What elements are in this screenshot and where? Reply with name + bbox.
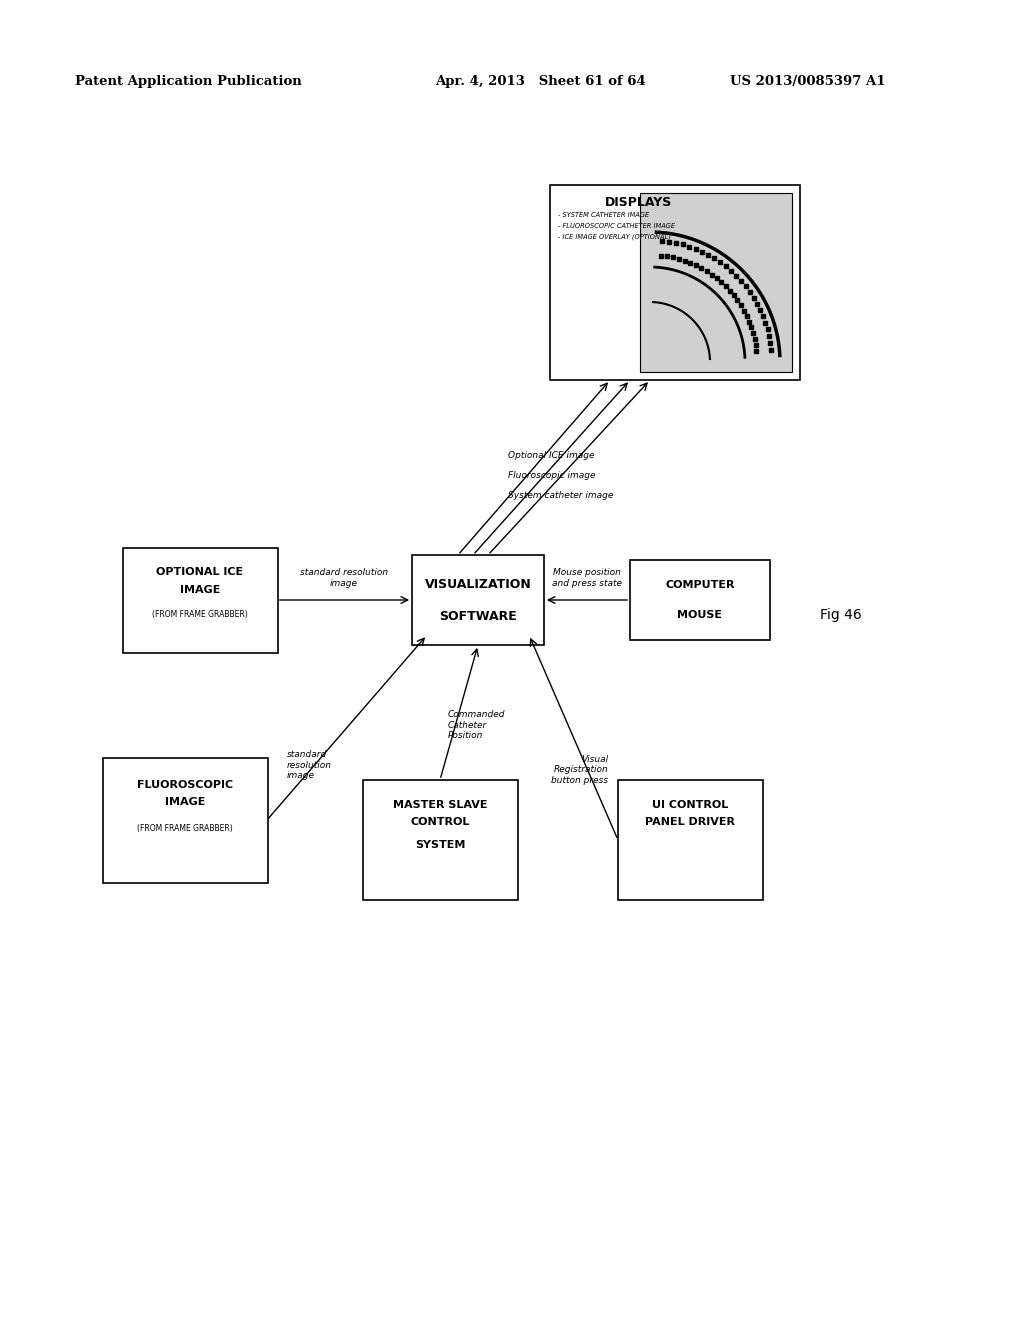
Text: (FROM FRAME GRABBER): (FROM FRAME GRABBER) xyxy=(153,610,248,619)
Text: IMAGE: IMAGE xyxy=(165,797,205,807)
Bar xyxy=(618,780,763,900)
Text: - SYSTEM CATHETER IMAGE: - SYSTEM CATHETER IMAGE xyxy=(558,213,649,218)
Bar xyxy=(123,548,278,653)
Text: Commanded
Catheter
Position: Commanded Catheter Position xyxy=(449,710,506,741)
Text: Fluoroscopic image: Fluoroscopic image xyxy=(508,470,596,479)
Text: System catheter image: System catheter image xyxy=(508,491,613,499)
Bar xyxy=(362,780,518,900)
Text: SOFTWARE: SOFTWARE xyxy=(439,610,517,623)
Text: MOUSE: MOUSE xyxy=(678,610,723,620)
Text: CONTROL: CONTROL xyxy=(411,817,470,828)
Text: SYSTEM: SYSTEM xyxy=(415,840,465,850)
Text: IMAGE: IMAGE xyxy=(180,585,220,595)
Text: DISPLAYS: DISPLAYS xyxy=(605,197,672,210)
Text: Patent Application Publication: Patent Application Publication xyxy=(75,75,302,88)
Text: Visual
Registration
button press: Visual Registration button press xyxy=(551,755,608,785)
Bar xyxy=(630,560,770,640)
Text: VISUALIZATION: VISUALIZATION xyxy=(425,578,531,590)
Text: US 2013/0085397 A1: US 2013/0085397 A1 xyxy=(730,75,886,88)
Bar xyxy=(103,758,268,883)
Bar xyxy=(550,185,800,380)
Text: MASTER SLAVE: MASTER SLAVE xyxy=(393,800,487,810)
Text: - ICE IMAGE OVERLAY (OPTIONAL): - ICE IMAGE OVERLAY (OPTIONAL) xyxy=(558,234,671,240)
Text: FLUOROSCOPIC: FLUOROSCOPIC xyxy=(137,780,233,789)
Text: (FROM FRAME GRABBER): (FROM FRAME GRABBER) xyxy=(137,824,232,833)
Text: OPTIONAL ICE: OPTIONAL ICE xyxy=(157,568,244,577)
Text: standard
resolution
image: standard resolution image xyxy=(287,750,332,780)
Text: - FLUOROSCOPIC CATHETER IMAGE: - FLUOROSCOPIC CATHETER IMAGE xyxy=(558,223,675,228)
Text: Apr. 4, 2013   Sheet 61 of 64: Apr. 4, 2013 Sheet 61 of 64 xyxy=(435,75,646,88)
Text: UI CONTROL: UI CONTROL xyxy=(652,800,728,810)
Text: standard resolution
image: standard resolution image xyxy=(300,569,388,587)
Text: Fig 46: Fig 46 xyxy=(820,609,862,622)
Text: PANEL DRIVER: PANEL DRIVER xyxy=(645,817,735,828)
Bar xyxy=(640,193,792,372)
Text: Optional ICE image: Optional ICE image xyxy=(508,450,595,459)
Text: Mouse position
and press state: Mouse position and press state xyxy=(552,569,622,587)
Bar xyxy=(412,554,544,645)
Text: COMPUTER: COMPUTER xyxy=(666,579,735,590)
